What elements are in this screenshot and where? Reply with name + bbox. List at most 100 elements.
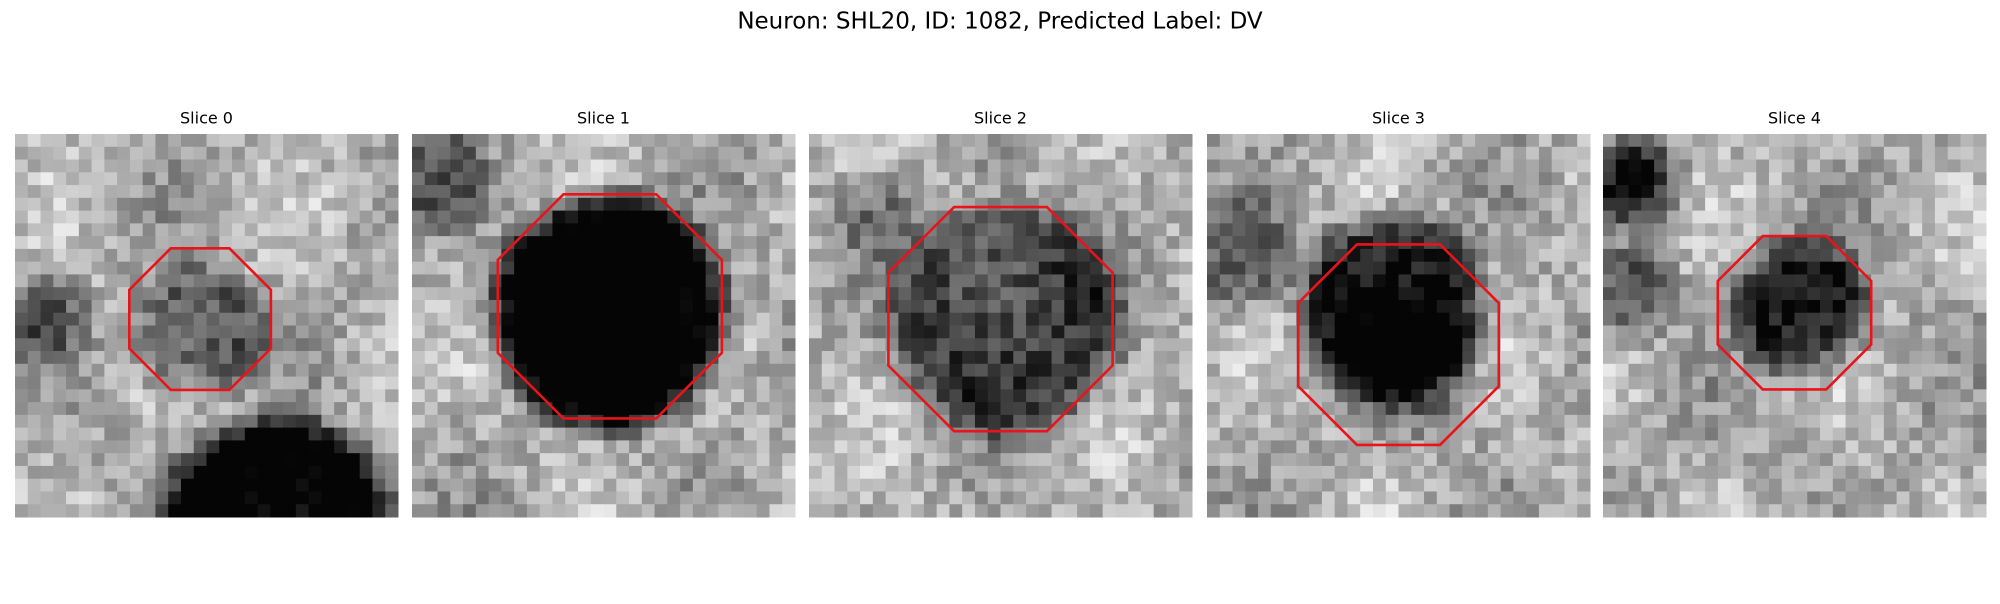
pixel [514, 146, 528, 161]
pixel [424, 453, 439, 467]
pixel [1615, 197, 1630, 212]
pixel [1871, 338, 1885, 352]
pixel [680, 402, 694, 416]
pixel [1166, 440, 1180, 454]
pixel [219, 440, 233, 454]
pixel [1871, 363, 1885, 378]
pixel [1883, 338, 1898, 352]
pixel [283, 389, 297, 403]
pixel [1102, 427, 1116, 441]
pixel [577, 440, 592, 454]
pixel [1526, 223, 1540, 237]
pixel [667, 440, 681, 454]
pixel [1858, 351, 1872, 365]
pixel [782, 414, 796, 429]
pixel [1705, 210, 1719, 224]
pixel [654, 325, 668, 339]
pixel [1538, 261, 1553, 275]
pixel [283, 376, 297, 390]
pixel [847, 402, 861, 416]
pixel [1934, 287, 1949, 301]
pixel [1077, 363, 1091, 378]
pixel [1513, 414, 1527, 429]
pixel [872, 478, 887, 492]
pixel [616, 274, 630, 288]
pixel [1820, 453, 1834, 467]
pixel [898, 389, 912, 403]
pixel [1245, 376, 1259, 390]
pixel [1128, 325, 1142, 339]
pixel [987, 236, 1001, 250]
pixel [1615, 248, 1630, 263]
pixel [1051, 363, 1065, 378]
pixel [1692, 504, 1706, 518]
pixel [821, 427, 836, 441]
pixel [1219, 338, 1234, 352]
pixel [1038, 185, 1053, 199]
pixel [1296, 402, 1310, 416]
pixel [91, 325, 105, 339]
pixel [1743, 440, 1757, 454]
pixel [1628, 478, 1642, 492]
pixel [1768, 197, 1783, 212]
pixel [1538, 440, 1553, 454]
pixel [1513, 478, 1527, 492]
pixel [718, 491, 732, 505]
pixel [1705, 236, 1719, 250]
pixel [1666, 465, 1681, 480]
pixel [1832, 453, 1847, 467]
pixel [1577, 236, 1591, 250]
pixel [1947, 274, 1961, 288]
pixel [78, 363, 93, 378]
pixel [782, 185, 796, 199]
pixel [1500, 402, 1514, 416]
pixel [1153, 299, 1167, 314]
pixel [66, 491, 80, 505]
pixel [667, 223, 681, 237]
pixel [911, 440, 925, 454]
pixel [539, 453, 553, 467]
pixel [872, 210, 887, 224]
pixel [680, 504, 694, 518]
pixel [1871, 478, 1885, 492]
pixel [1140, 146, 1155, 161]
pixel [680, 478, 694, 492]
pixel [974, 376, 989, 390]
pixel [1666, 491, 1681, 505]
pixel [244, 236, 259, 250]
pixel [552, 172, 566, 186]
pixel [1845, 223, 1859, 237]
pixel [1730, 146, 1744, 161]
pixel [1038, 236, 1053, 250]
pixel [769, 491, 783, 505]
pixel [705, 427, 719, 441]
pixel [514, 312, 528, 326]
pixel [1115, 363, 1129, 378]
pixel [1089, 465, 1104, 480]
pixel [359, 325, 373, 339]
pixel [1245, 414, 1259, 429]
pixel [1603, 248, 1617, 263]
pixel [385, 376, 399, 390]
pixel [1166, 197, 1180, 212]
slice-image [1207, 134, 1591, 518]
pixel [1654, 248, 1668, 263]
pixel [1551, 478, 1565, 492]
pixel [1551, 274, 1565, 288]
pixel [860, 197, 874, 212]
pixel [847, 338, 861, 352]
pixel [1551, 197, 1565, 212]
pixel [1166, 338, 1180, 352]
pixel [1564, 287, 1578, 301]
pixel [962, 465, 976, 480]
pixel [1064, 159, 1078, 173]
pixel [1219, 185, 1234, 199]
pixel [1883, 389, 1898, 403]
pixel [475, 223, 490, 237]
pixel [1166, 172, 1180, 186]
pixel [1372, 146, 1387, 161]
pixel [565, 223, 579, 237]
pixel [1051, 402, 1065, 416]
panel-title: Slice 0 [180, 109, 233, 128]
pixel [129, 236, 144, 250]
